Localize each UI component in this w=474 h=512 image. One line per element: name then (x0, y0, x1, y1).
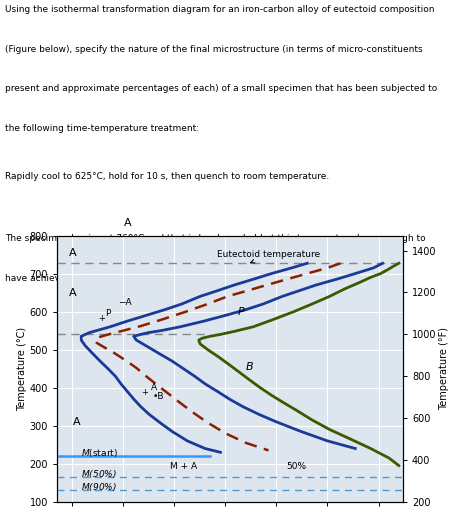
Text: $M$(start): $M$(start) (81, 447, 118, 459)
Text: 50%: 50% (287, 462, 307, 471)
Text: Using the isothermal transformation diagram for an iron-carbon alloy of eutectoi: Using the isothermal transformation diag… (5, 5, 434, 14)
Text: A: A (68, 248, 76, 258)
Text: Eutectoid temperature: Eutectoid temperature (218, 250, 320, 263)
Text: +: + (141, 388, 148, 397)
Text: present and approximate percentages of each) of a small specimen that has been s: present and approximate percentages of e… (5, 84, 437, 93)
Text: A: A (73, 417, 80, 427)
Text: B: B (246, 362, 254, 372)
Text: −A: −A (118, 297, 132, 307)
Text: M + A: M + A (170, 462, 197, 471)
Text: Rapidly cool to 625°C, hold for 10 s, then quench to room temperature.: Rapidly cool to 625°C, hold for 10 s, th… (5, 173, 329, 181)
Text: $M$(50%): $M$(50%) (81, 468, 117, 480)
Text: $M$(90%): $M$(90%) (81, 481, 117, 493)
Text: P: P (106, 309, 111, 318)
Text: P: P (237, 307, 244, 316)
Text: The specimen begins at 760°C and that is has been held at this temperature long : The specimen begins at 760°C and that is… (5, 234, 425, 243)
Text: A: A (124, 218, 132, 228)
Text: A: A (151, 383, 157, 392)
Text: +: + (98, 314, 105, 323)
Text: A: A (68, 288, 76, 297)
Text: the following time-temperature treatment:: the following time-temperature treatment… (5, 124, 199, 133)
Text: have achieved a complete and homogeneous austenitic structure.: have achieved a complete and homogeneous… (5, 274, 306, 283)
Y-axis label: Temperature (°F): Temperature (°F) (439, 327, 449, 410)
Y-axis label: Temperature (°C): Temperature (°C) (17, 327, 27, 411)
Text: •B: •B (153, 392, 164, 400)
Text: (Figure below), specify the nature of the final microstructure (in terms of micr: (Figure below), specify the nature of th… (5, 45, 422, 54)
